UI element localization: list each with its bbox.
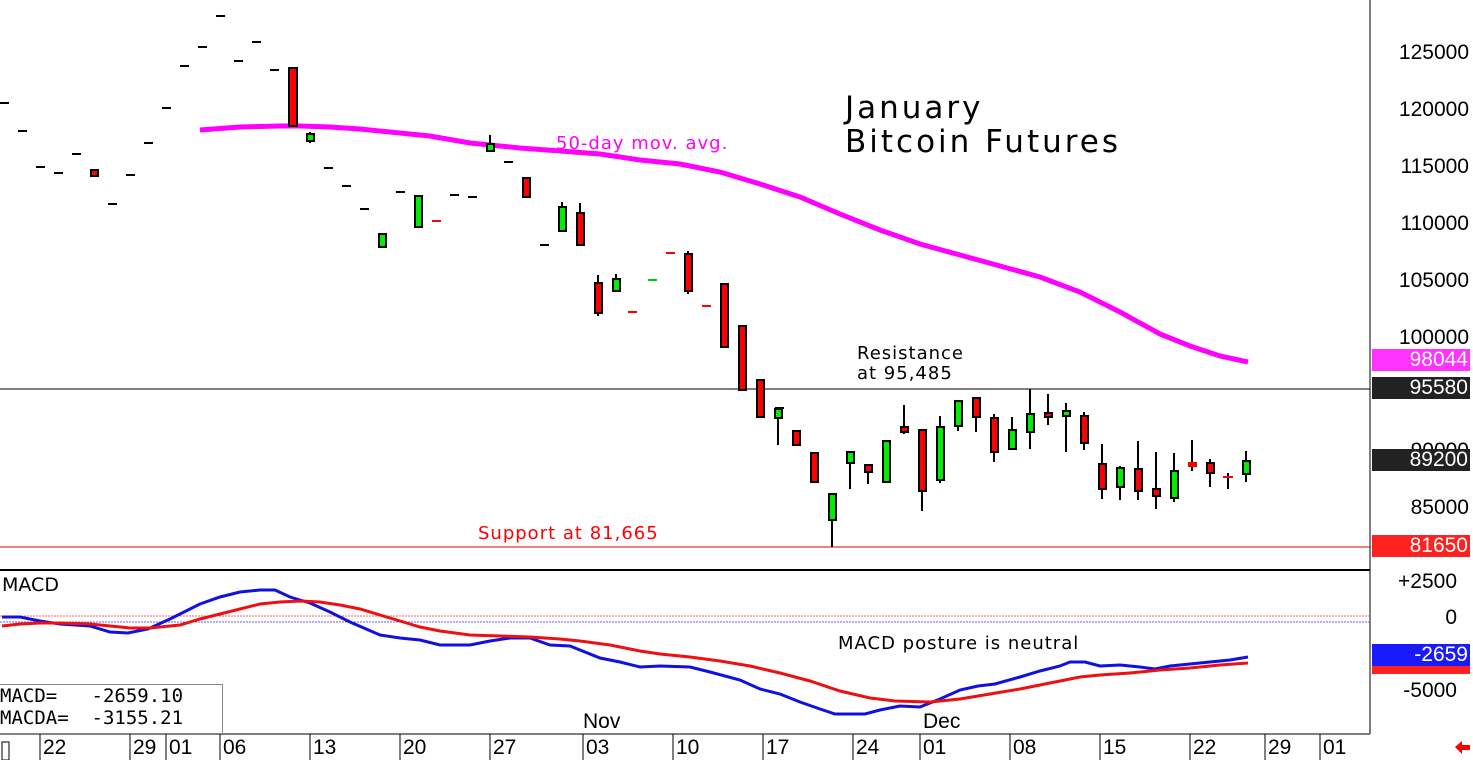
last-price-tag: 89200: [1372, 449, 1470, 471]
resistance-label-line1: Resistance: [857, 343, 964, 364]
macd-line: [2, 588, 1249, 716]
price-tick: 85000: [1410, 496, 1469, 519]
date-label: 27: [493, 736, 517, 759]
scroll-left-arrow-icon: [1455, 741, 1470, 754]
macd-panel-label: MACD: [2, 574, 59, 596]
date-label: 29: [1268, 736, 1292, 759]
month-label-dec: Dec: [923, 710, 961, 733]
price-tick: 105000: [1398, 269, 1469, 292]
support-label: Support at 81,665: [478, 523, 659, 544]
date-label: 10: [676, 736, 700, 759]
date-label: 01: [169, 736, 193, 759]
date-label: 15: [1103, 736, 1127, 759]
date-label: 22: [1193, 736, 1217, 759]
chart-title-line2: Bitcoin Futures: [845, 124, 1122, 160]
macda-tag: [1372, 665, 1470, 674]
date-label: 24: [856, 736, 880, 759]
macd-posture-label: MACD posture is neutral: [838, 633, 1080, 654]
date-label: 17: [766, 736, 790, 759]
macd-readout-box: MACD= -2659.10 MACDA= -3155.21: [0, 684, 223, 734]
date-label: 03: [586, 736, 610, 759]
price-tick: 115000: [1400, 155, 1469, 178]
price-tick: 110000: [1400, 212, 1469, 235]
moving-average-label: 50-day mov. avg.: [556, 133, 729, 154]
date-label: 13: [313, 736, 337, 759]
date-label: 20: [403, 736, 427, 759]
macd-readout: MACD= -2659.10: [0, 685, 184, 707]
price-tick: 100000: [1398, 326, 1469, 349]
resistance-label-line2: at 95,485: [857, 363, 953, 384]
macd-signal-line: [1, 599, 1249, 704]
moving-average-line: [199, 123, 1249, 365]
price-tick: 125000: [1398, 41, 1469, 64]
macd-tick: +2500: [1398, 570, 1457, 593]
price-tick: 120000: [1398, 98, 1469, 121]
ma-value-tag: 98044: [1372, 349, 1470, 371]
date-label: 22: [43, 736, 67, 759]
date-label: 06: [223, 736, 247, 759]
date-label: 08: [1013, 736, 1037, 759]
date-label: 29: [133, 736, 157, 759]
date-label: 01: [1323, 736, 1347, 759]
resistance-value-tag: 95580: [1372, 377, 1470, 399]
chart-title-line1: January: [845, 90, 984, 126]
macd-tick: -5000: [1403, 679, 1457, 702]
macda-readout: MACDA= -3155.21: [0, 707, 184, 729]
macd-tick: 0: [1445, 606, 1457, 629]
support-value-tag: 81650: [1372, 535, 1470, 557]
month-label-nov: Nov: [583, 710, 621, 733]
date-label: 01: [923, 736, 947, 759]
macd-value-tag: -2659: [1372, 644, 1470, 666]
